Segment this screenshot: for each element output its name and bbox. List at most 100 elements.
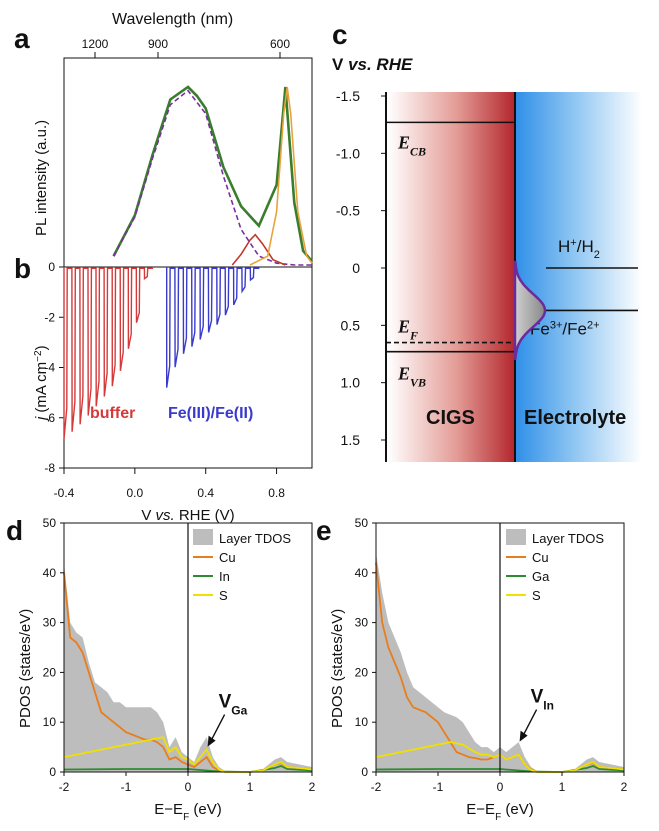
e-y-tick-label-10: 10	[355, 715, 369, 729]
wavelength-axis-title: Wavelength (nm)	[112, 11, 233, 28]
d-legend-label-in: In	[219, 569, 230, 584]
e-vacancy-arrow	[521, 709, 538, 737]
electrolyte-label: Electrolyte	[524, 407, 626, 429]
d-x-tick-label-2: 2	[309, 780, 316, 794]
v-tick-label-0-4: -0.4	[54, 486, 75, 500]
fe-redox-label: Fe(III)/Fe(II)	[168, 405, 253, 422]
c-y-ticks: -1.5 -1.0 -0.5 0 0.5 1.0 1.5	[336, 88, 386, 448]
e-x-axis-title: E−EF (eV)	[466, 801, 533, 823]
panel-b-label: b	[14, 253, 31, 284]
c-tick-label-1-5: -1.5	[336, 88, 360, 104]
c-tick-label-1-0: -1.0	[336, 145, 360, 161]
j-tick-label-8: -8	[44, 461, 55, 475]
d-x-tick-label-0: 0	[185, 780, 192, 794]
cigs-region	[388, 92, 515, 462]
level-label-e-cb: ECB	[397, 132, 426, 158]
panel-e-label: e	[316, 515, 332, 546]
jv-curve-buffer	[63, 266, 154, 440]
level-label-e-f: EF	[397, 317, 418, 343]
energy-levels: ECB EF EVB H+/H2 Fe3+/Fe2+	[386, 121, 638, 390]
j-tick-label-6: -6	[44, 411, 55, 425]
level-label-e-vb: EVB	[397, 364, 426, 390]
redox-state-distribution	[513, 260, 547, 361]
v-tick-label-0-8: 0.8	[268, 486, 285, 500]
cigs-label: CIGS	[426, 407, 475, 429]
buffer-label: buffer	[90, 405, 135, 422]
d-legend-label-cu: Cu	[219, 550, 236, 565]
pl-series-fit-peak-2	[231, 233, 286, 266]
panel-d-label: d	[6, 515, 23, 546]
d-legend-label-s: S	[219, 588, 228, 603]
e-tdos-area	[376, 552, 624, 772]
e-legend-swatch-layer-tdos	[506, 529, 526, 545]
e-vacancy-label: VIn	[531, 687, 554, 713]
e-y-tick-label-50: 50	[355, 516, 369, 530]
e-y-axis-title: PDOS (states/eV)	[329, 609, 346, 728]
d-y-tick-label-40: 40	[43, 566, 57, 580]
e-y-tick-label-0: 0	[361, 765, 368, 779]
panel-c-label: c	[332, 19, 348, 50]
d-legend-swatch-layer-tdos	[193, 529, 213, 545]
d-y-tick-label-20: 20	[43, 665, 57, 679]
d-x-tick-label-2: -2	[59, 780, 70, 794]
pdos-vin-panel: 0 10 20 30 40 50 -2 -1 0 1 2 PDOS (states/eV) E−EF (…	[329, 516, 628, 823]
e-y-tick-label-30: 30	[355, 616, 369, 630]
wavelength-tick-600: 600	[270, 37, 290, 58]
wavelength-tick-900: 900	[148, 37, 168, 58]
v-tick-label-0-0: 0.0	[127, 486, 144, 500]
redox-label-h-h2: H+/H2	[558, 237, 600, 261]
e-legend-label-ga: Ga	[532, 569, 550, 584]
current-density-y-ticks: 0 -2 -4 -6 -8	[44, 260, 64, 475]
d-x-tick-label-1: 1	[247, 780, 254, 794]
c-tick-label-0: 0	[352, 260, 360, 276]
e-vacancy-arrowhead	[519, 730, 528, 742]
d-series-s	[63, 736, 313, 773]
current-density-axis-title: j(mA cm−2)	[33, 345, 51, 422]
j-tick-label-0: 0	[48, 260, 55, 274]
c-tick-label-0-5: 0.5	[341, 317, 361, 333]
j-tick-label-4: -4	[44, 361, 55, 375]
e-y-tick-label-20: 20	[355, 665, 369, 679]
voltage-x-ticks: -0.4 0.0 0.4 0.8	[54, 468, 285, 500]
e-x-tick-label-1: -1	[433, 780, 444, 794]
panel-a-label: a	[14, 23, 30, 54]
e-legend-label-layer-tdos: Layer TDOS	[532, 531, 604, 546]
wavelength-tick-label-1200: 1200	[82, 37, 109, 51]
v-tick-label-0-4: 0.4	[197, 486, 214, 500]
voltage-axis-title: V vs. RHE (V)	[141, 507, 234, 524]
e-legend-label-s: S	[532, 588, 541, 603]
d-y-axis-title: PDOS (states/eV)	[17, 609, 34, 728]
c-axis-title: V vs. RHE	[332, 55, 413, 74]
e-x-tick-label-2: -2	[371, 780, 382, 794]
e-x-tick-label-2: 2	[621, 780, 628, 794]
d-y-tick-label-30: 30	[43, 616, 57, 630]
wavelength-tick-label-900: 900	[148, 37, 168, 51]
j-tick-label-2: -2	[44, 310, 55, 324]
redox-label-fe3-fe2: Fe3+/Fe2+	[530, 319, 600, 338]
pl-spectrum-lines	[112, 85, 313, 266]
c-tick-label-1-5: 1.5	[341, 432, 361, 448]
e-series-s	[375, 741, 625, 773]
pl-series-fit-peak-3	[249, 86, 313, 266]
d-vacancy-label: VGa	[219, 692, 248, 718]
d-x-axis-title: E−EF (eV)	[154, 801, 221, 823]
wavelength-tick-1200: 1200	[82, 37, 109, 58]
electrolyte-region	[515, 92, 642, 462]
c-tick-label-1-0: 1.0	[341, 375, 361, 391]
e-x-tick-label-1: 1	[559, 780, 566, 794]
e-x-tick-label-0: 0	[497, 780, 504, 794]
jv-chopped-curves	[63, 266, 260, 440]
d-y-tick-label-10: 10	[43, 715, 57, 729]
pl-series-measured-pl	[112, 85, 313, 263]
e-y-tick-label-40: 40	[355, 566, 369, 580]
d-y-tick-label-0: 0	[49, 765, 56, 779]
jv-curve-fe-iii-fe-ii	[166, 266, 260, 388]
wavelength-tick-label-600: 600	[270, 37, 290, 51]
c-tick-label-0-5: -0.5	[336, 203, 360, 219]
d-vacancy-arrow	[209, 714, 226, 742]
d-tdos-area	[64, 562, 312, 772]
pdos-vga-panel: 0 10 20 30 40 50 -2 -1 0 1 2 PDOS (states/eV) E−EF (…	[17, 516, 316, 823]
e-legend-label-cu: Cu	[532, 550, 549, 565]
d-x-tick-label-1: -1	[121, 780, 132, 794]
